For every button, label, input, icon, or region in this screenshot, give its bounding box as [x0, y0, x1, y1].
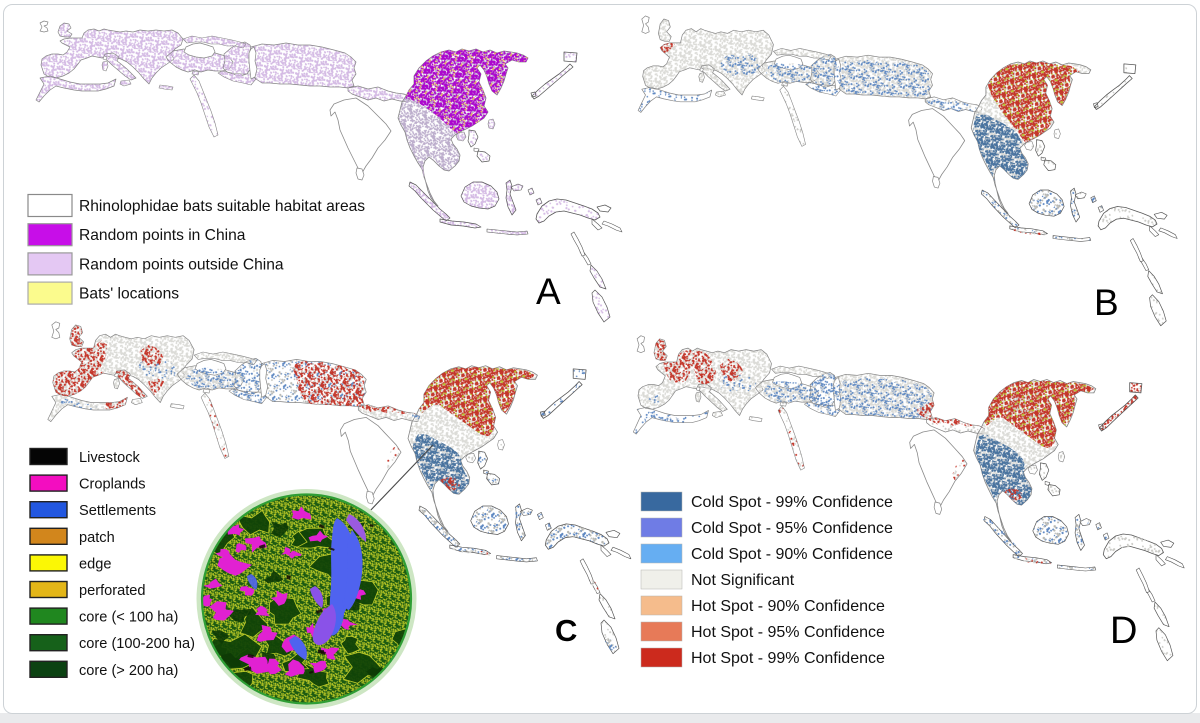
svg-text:core (< 100 ha): core (< 100 ha)	[79, 610, 178, 626]
svg-text:Hot Spot - 95% Confidence: Hot Spot - 95% Confidence	[691, 624, 885, 641]
svg-text:C: C	[555, 613, 577, 648]
svg-text:Livestock: Livestock	[79, 450, 141, 466]
svg-text:Hot Spot - 99% Confidence: Hot Spot - 99% Confidence	[691, 650, 885, 667]
svg-text:Settlements: Settlements	[79, 503, 156, 519]
svg-text:Cold Spot - 90% Confidence: Cold Spot - 90% Confidence	[691, 546, 893, 563]
svg-text:core (> 200 ha): core (> 200 ha)	[79, 663, 178, 679]
svg-text:A: A	[536, 271, 561, 312]
svg-text:D: D	[1110, 610, 1137, 652]
svg-text:Rhinolophidae bats suitable ha: Rhinolophidae bats suitable habitat area…	[79, 198, 365, 215]
svg-text:Croplands: Croplands	[79, 477, 146, 493]
svg-text:Random points in China: Random points in China	[79, 227, 246, 244]
svg-text:core (100-200 ha): core (100-200 ha)	[79, 636, 195, 652]
svg-text:Cold Spot - 99% Confidence: Cold Spot - 99% Confidence	[691, 494, 893, 511]
svg-text:perforated: perforated	[79, 583, 146, 599]
svg-text:edge: edge	[79, 556, 111, 572]
svg-text:Cold Spot - 95% Confidence: Cold Spot - 95% Confidence	[691, 520, 893, 537]
svg-text:Not Significant: Not Significant	[691, 572, 795, 589]
svg-text:Hot Spot - 90% Confidence: Hot Spot - 90% Confidence	[691, 598, 885, 615]
svg-text:Random points outside China: Random points outside China	[79, 256, 284, 273]
svg-text:Bats' locations: Bats' locations	[79, 286, 179, 303]
svg-text:patch: patch	[79, 530, 115, 546]
svg-text:B: B	[1094, 282, 1119, 323]
